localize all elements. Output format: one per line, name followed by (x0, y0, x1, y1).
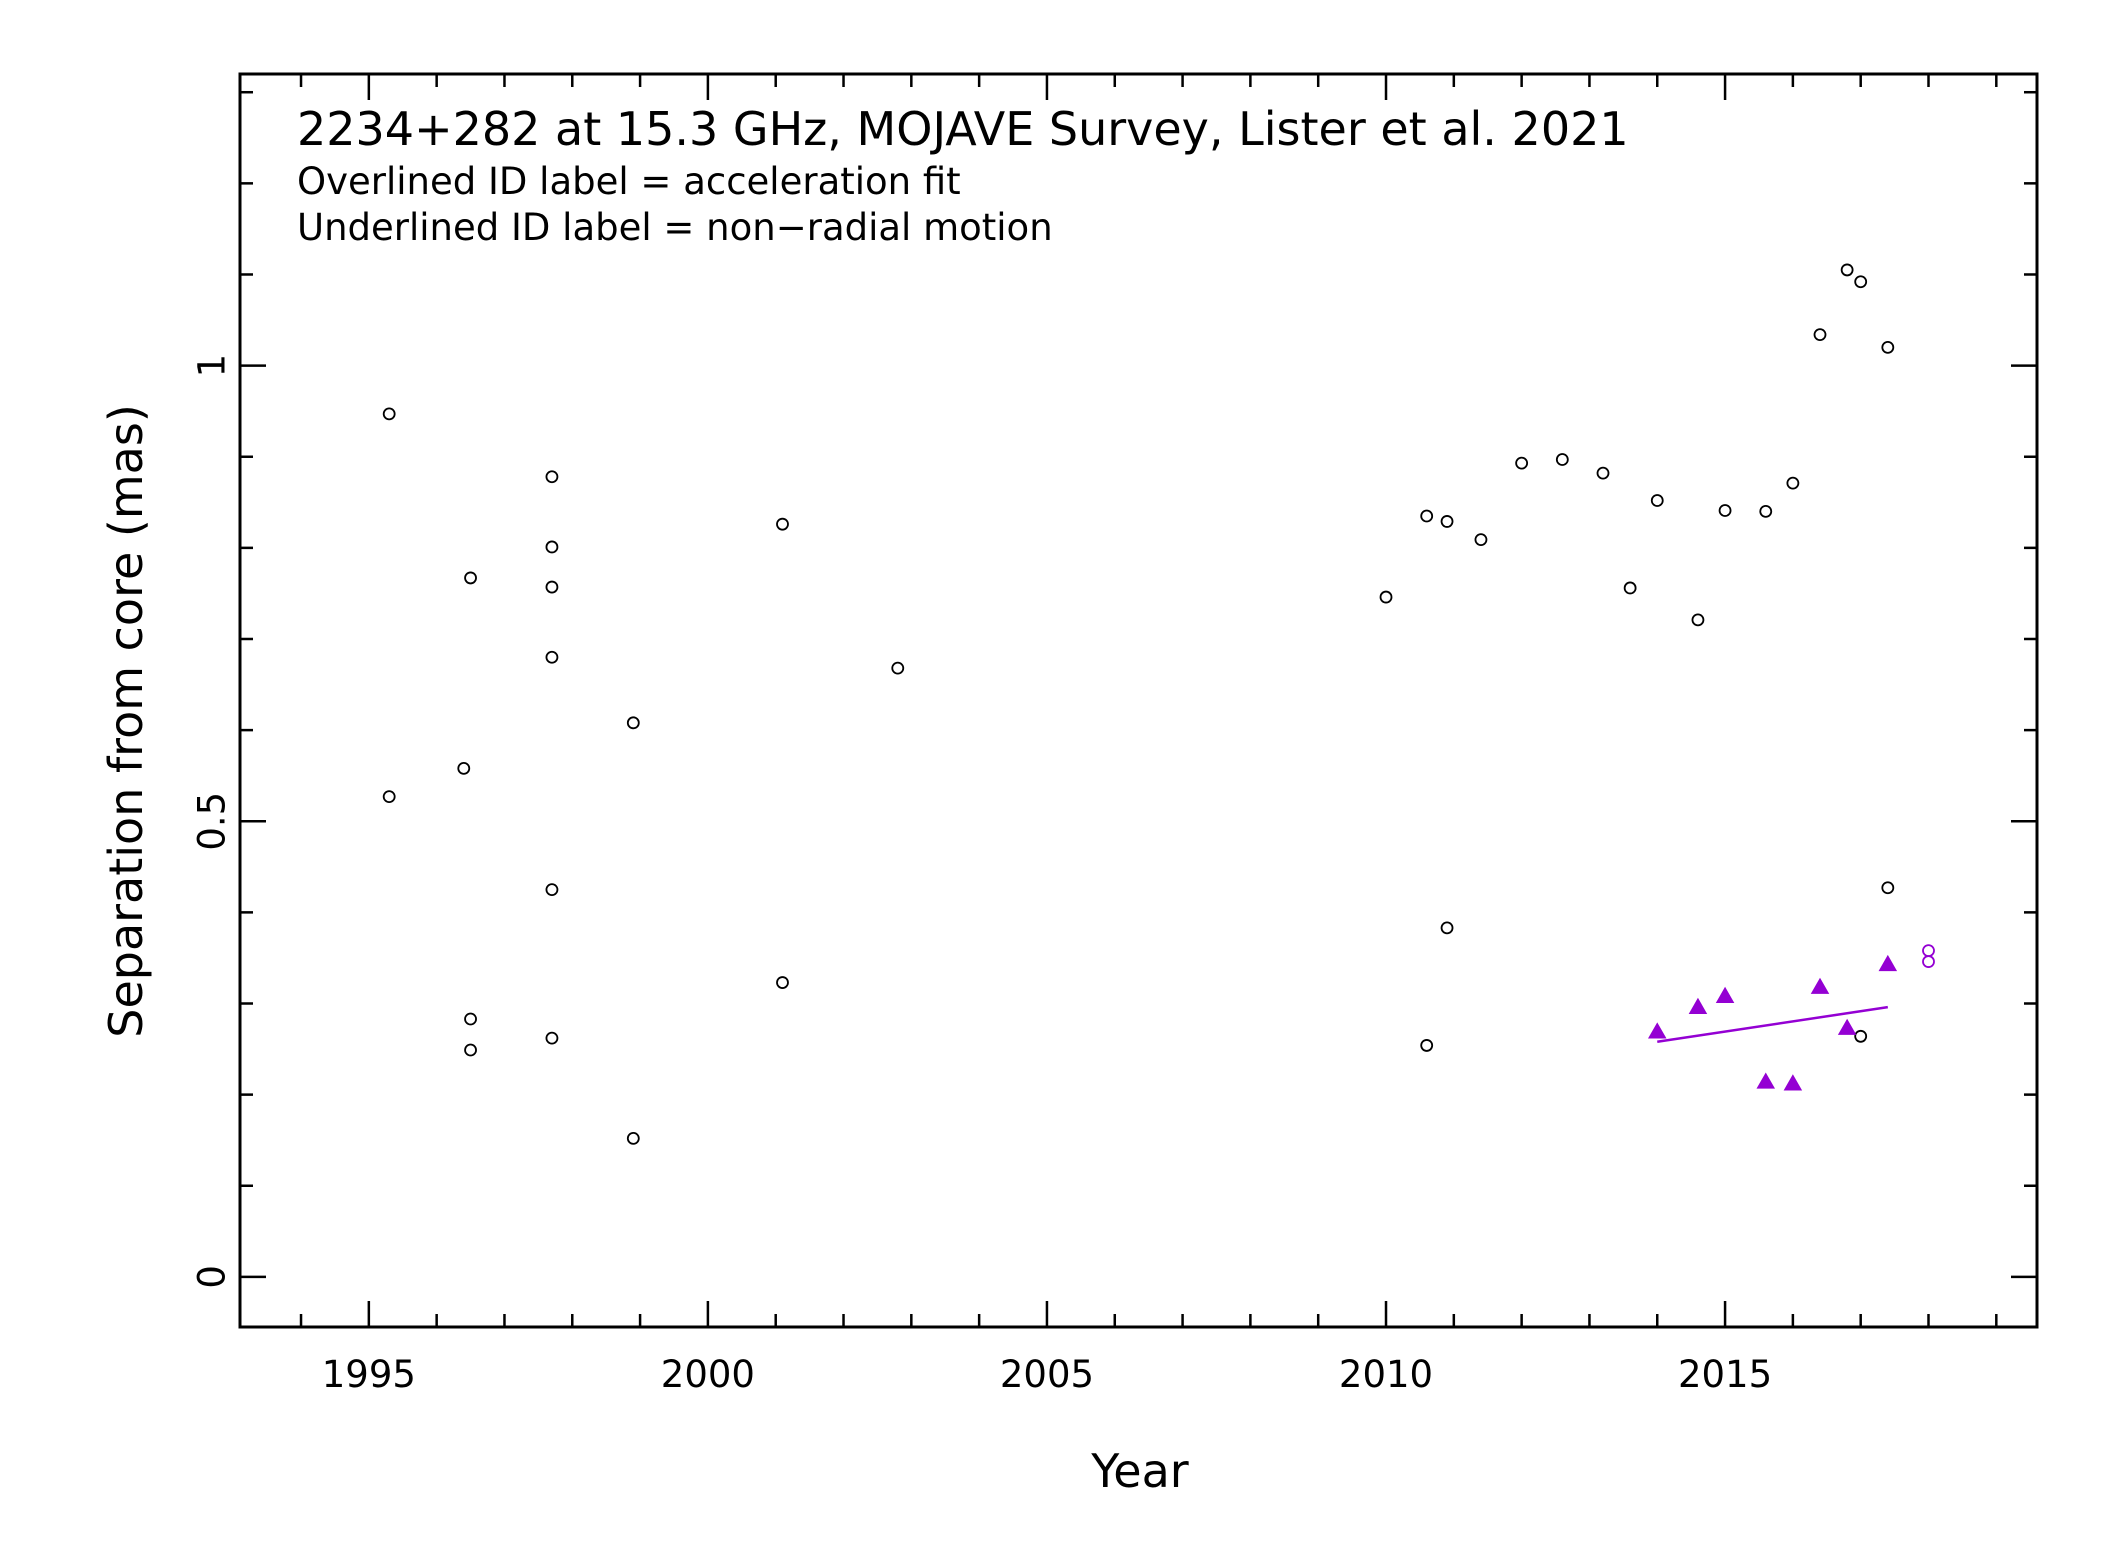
fit-line (1657, 1005, 1889, 1044)
plot-axes: 1995 2000 2005 2010 2015 0 0.5 1 (191, 72, 2039, 1396)
x-axis-label: Year (1090, 1444, 1188, 1498)
y-axis-label: Separation from core (mas) (99, 404, 153, 1038)
data-point-circle (545, 883, 559, 896)
data-point-circle (1786, 476, 1800, 490)
data-point-circle (626, 716, 640, 730)
data-point-circle (626, 1131, 640, 1145)
data-point-circle (464, 1012, 477, 1026)
data-point-triangle (1688, 997, 1708, 1014)
x-tick-label: 1995 (322, 1353, 416, 1396)
data-point-circle (1922, 944, 1935, 958)
data-point-circle (545, 470, 559, 484)
data-point-circle (1881, 881, 1895, 895)
data-point-circle (1922, 955, 1935, 968)
y-tick-label: 1 (191, 354, 234, 378)
plot-marks (382, 263, 1935, 1145)
data-point-circle (1854, 1029, 1868, 1043)
data-point-circle (1718, 504, 1732, 517)
data-point-triangle (1783, 1074, 1803, 1091)
data-point-triangle (1878, 954, 1898, 972)
data-point-circle (464, 571, 477, 585)
data-point-circle (1840, 263, 1854, 277)
data-point-circle (545, 650, 559, 664)
data-point-circle (1650, 494, 1664, 507)
data-point-circle (545, 540, 559, 554)
chart-title: 2234+282 at 15.3 GHz, MOJAVE Survey, Lis… (297, 102, 1629, 156)
note-acceleration-fit: Overlined ID label = acceleration fit (297, 160, 961, 203)
data-point-circle (1440, 515, 1454, 528)
data-point-circle (1623, 581, 1637, 595)
data-point-triangle (1715, 986, 1735, 1004)
data-point-circle (1555, 453, 1569, 466)
data-point-triangle (1810, 977, 1830, 994)
data-point-circle (891, 661, 905, 675)
plot-frame (238, 72, 2039, 1329)
note-non-radial-motion: Underlined ID label = non−radial motion (297, 206, 1053, 249)
data-point-circle (382, 407, 396, 421)
data-point-circle (1691, 613, 1705, 627)
x-tick-label: 2000 (661, 1353, 755, 1396)
data-point-circle (1813, 328, 1827, 342)
data-point-circle (457, 761, 471, 775)
data-point-triangle (1647, 1022, 1667, 1039)
x-tick-label: 2015 (1678, 1353, 1772, 1396)
data-point-circle (382, 790, 396, 804)
data-point-circle (1379, 590, 1393, 604)
data-point-circle (545, 1031, 559, 1045)
data-point-circle (1596, 466, 1610, 480)
data-point-circle (776, 517, 789, 531)
data-point-circle (1515, 456, 1529, 470)
data-point-circle (1440, 921, 1454, 935)
x-tick-label: 2005 (1000, 1353, 1094, 1396)
data-point-circle (464, 1043, 477, 1057)
data-point-circle (1420, 1039, 1434, 1052)
data-point-triangle (1756, 1072, 1776, 1089)
data-point-circle (776, 976, 789, 989)
data-point-circle (1420, 509, 1434, 523)
data-point-circle (545, 580, 559, 594)
x-tick-label: 2010 (1339, 1353, 1433, 1396)
y-tick-label: 0.5 (191, 792, 234, 851)
data-point-triangle (1837, 1018, 1857, 1035)
data-point-circle (1881, 340, 1895, 354)
data-point-circle (1759, 505, 1773, 518)
data-point-circle (1474, 533, 1488, 547)
data-point-circle (1854, 275, 1868, 289)
y-tick-label: 0 (191, 1265, 234, 1289)
